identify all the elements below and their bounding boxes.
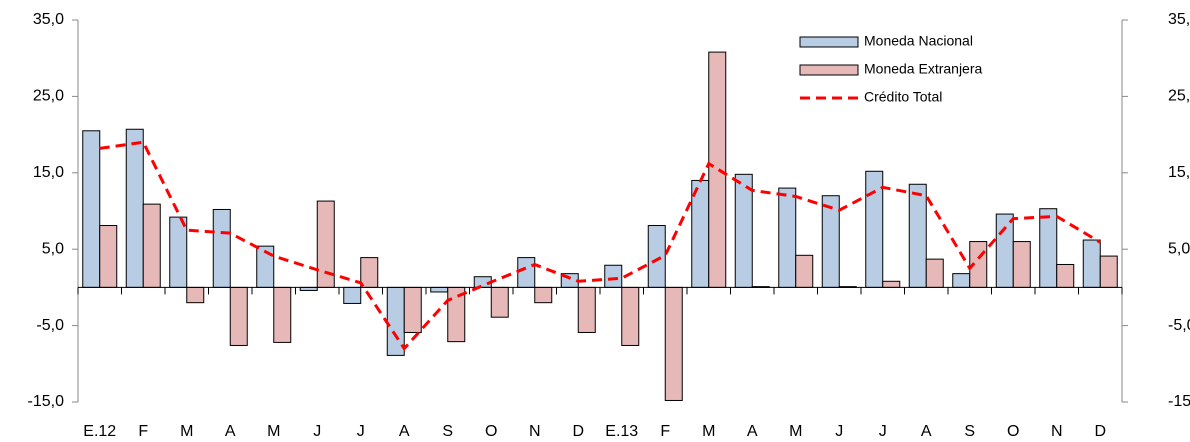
legend-label: Crédito Total xyxy=(864,89,942,105)
x-tick-label: F xyxy=(138,423,148,440)
x-tick-label: J xyxy=(879,423,887,440)
bar xyxy=(925,258,944,288)
bar xyxy=(82,130,101,288)
y2-tick-label: 25,0 xyxy=(1168,88,1190,105)
x-tick-label: J xyxy=(357,423,365,440)
bar xyxy=(821,195,840,288)
bar xyxy=(865,170,884,288)
bar xyxy=(360,257,379,288)
bar xyxy=(1082,239,1101,288)
bar xyxy=(1056,263,1075,288)
bar xyxy=(1012,241,1031,288)
x-tick-label: M xyxy=(180,423,193,440)
x-tick-label: A xyxy=(921,423,932,440)
bar xyxy=(125,128,144,288)
x-tick-label: S xyxy=(964,423,975,440)
bar xyxy=(490,286,509,318)
bar xyxy=(212,208,231,288)
y-tick-label: 5,0 xyxy=(42,240,64,257)
y2-tick-label: 5,0 xyxy=(1168,240,1190,257)
bar xyxy=(229,286,248,346)
bar xyxy=(1039,208,1058,288)
y2-tick-label: 15,0 xyxy=(1168,164,1190,181)
y2-tick-label: 35,0 xyxy=(1168,11,1190,28)
x-tick-label: O xyxy=(1007,423,1019,440)
bar xyxy=(995,213,1014,288)
y-tick-label: 15,0 xyxy=(33,164,64,181)
x-tick-label: J xyxy=(313,423,321,440)
bar xyxy=(621,286,640,346)
bar xyxy=(577,286,596,333)
x-tick-label: A xyxy=(225,423,236,440)
x-tick-label: N xyxy=(529,423,541,440)
y-tick-label: -5,0 xyxy=(36,317,64,334)
bar xyxy=(430,286,449,293)
bar xyxy=(795,254,814,288)
bar xyxy=(273,286,292,343)
legend-swatch xyxy=(799,36,859,48)
bar xyxy=(517,257,536,288)
x-tick-label: M xyxy=(789,423,802,440)
bar xyxy=(1099,255,1118,288)
bar xyxy=(142,203,161,288)
bar xyxy=(343,286,362,304)
x-tick-label: D xyxy=(572,423,584,440)
legend-label: Moneda Extranjera xyxy=(864,61,983,77)
bar xyxy=(647,225,666,288)
y2-tick-label: -15,0 xyxy=(1168,393,1190,410)
x-tick-label: A xyxy=(399,423,410,440)
x-tick-label: S xyxy=(442,423,453,440)
y-tick-label: 35,0 xyxy=(33,11,64,28)
x-tick-label: M xyxy=(267,423,280,440)
y-tick-label: 25,0 xyxy=(33,88,64,105)
y2-tick-label: -5,0 xyxy=(1168,317,1190,334)
x-tick-label: E.13 xyxy=(605,423,638,440)
bar xyxy=(778,187,797,288)
bar xyxy=(169,216,188,288)
bar xyxy=(604,264,623,288)
legend-swatch xyxy=(799,64,859,76)
x-tick-label: D xyxy=(1094,423,1106,440)
x-tick-label: N xyxy=(1051,423,1063,440)
x-tick-label: O xyxy=(485,423,497,440)
bar xyxy=(534,286,553,304)
legend-label: Moneda Nacional xyxy=(864,33,973,49)
bar xyxy=(734,173,753,288)
bar xyxy=(708,51,727,288)
line xyxy=(99,140,1102,351)
bar xyxy=(403,286,422,333)
x-tick-label: J xyxy=(835,423,843,440)
bar xyxy=(908,183,927,288)
x-tick-label: A xyxy=(747,423,758,440)
bar xyxy=(882,280,901,288)
x-tick-label: F xyxy=(660,423,670,440)
bar xyxy=(664,286,683,401)
bar xyxy=(952,273,971,288)
x-tick-label: E.12 xyxy=(83,423,116,440)
x-tick-label: M xyxy=(702,423,715,440)
y-tick-label: -15,0 xyxy=(28,393,65,410)
bar xyxy=(186,286,205,304)
bar xyxy=(99,225,118,288)
